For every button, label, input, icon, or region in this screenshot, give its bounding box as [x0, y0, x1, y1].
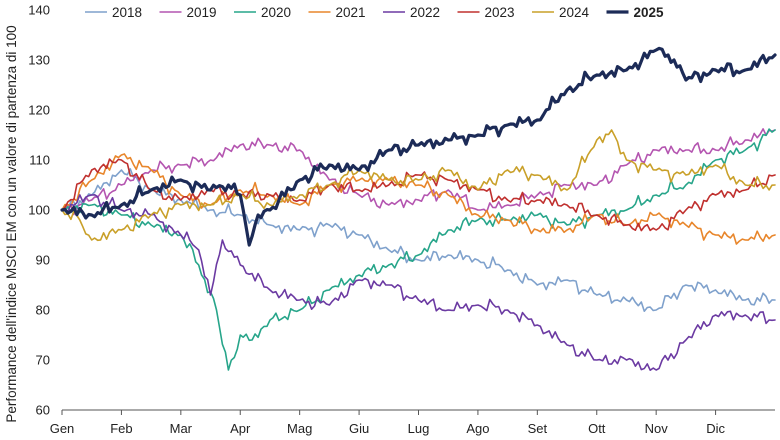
x-tick-label: Ott	[588, 421, 606, 436]
y-axis-ticks: 60 70 80 90 100 110 120 130 140	[28, 3, 50, 418]
y-tick-label: 110	[29, 153, 50, 168]
y-axis-title: Performance dell'indice MSCI EM con un v…	[4, 25, 19, 422]
series-line-2019	[61, 128, 776, 216]
y-tick-label: 130	[28, 53, 50, 68]
x-tick-label: Gen	[50, 421, 75, 436]
x-tick-label: Lug	[408, 421, 430, 436]
y-tick-label: 60	[36, 403, 50, 418]
legend-label-2021: 2021	[336, 5, 366, 20]
legend-label-2018: 2018	[112, 5, 142, 20]
y-tick-label: 80	[36, 303, 50, 318]
legend-label-2024: 2024	[559, 5, 590, 20]
x-tick-label: Giu	[349, 421, 369, 436]
legend: 2018 2019 2020 2021 2022 2023 2024 2025	[85, 5, 664, 20]
x-tick-label: Apr	[230, 421, 251, 436]
legend-label-2019: 2019	[187, 5, 217, 20]
y-tick-label: 140	[28, 3, 50, 18]
x-tick-label: Dic	[706, 421, 725, 436]
series-lines	[60, 46, 777, 372]
y-tick-label: 90	[36, 253, 50, 268]
series-line-2024	[61, 129, 776, 242]
legend-label-2023: 2023	[485, 5, 515, 20]
x-axis-ticks: Gen Feb Mar Apr Mag Giu Lug Ago Set Ott Nov Dic	[50, 410, 725, 436]
legend-label-2022: 2022	[410, 5, 440, 20]
y-tick-label: 120	[28, 103, 50, 118]
series-line-2021	[61, 153, 776, 245]
y-tick-label: 100	[28, 203, 50, 218]
y-axis-title-group: Performance dell'indice MSCI EM con un v…	[4, 25, 19, 422]
series-line-2023	[61, 158, 776, 232]
x-tick-label: Mag	[287, 421, 312, 436]
series-line-2022	[61, 194, 776, 372]
x-tick-label: Nov	[645, 421, 669, 436]
y-tick-label: 70	[36, 353, 50, 368]
legend-label-2025: 2025	[634, 5, 665, 20]
series-line-2025	[60, 46, 777, 247]
x-tick-label: Ago	[466, 421, 489, 436]
x-tick-label: Mar	[170, 421, 193, 436]
legend-label-2020: 2020	[261, 5, 291, 20]
x-tick-label: Feb	[110, 421, 132, 436]
x-tick-label: Set	[528, 421, 548, 436]
